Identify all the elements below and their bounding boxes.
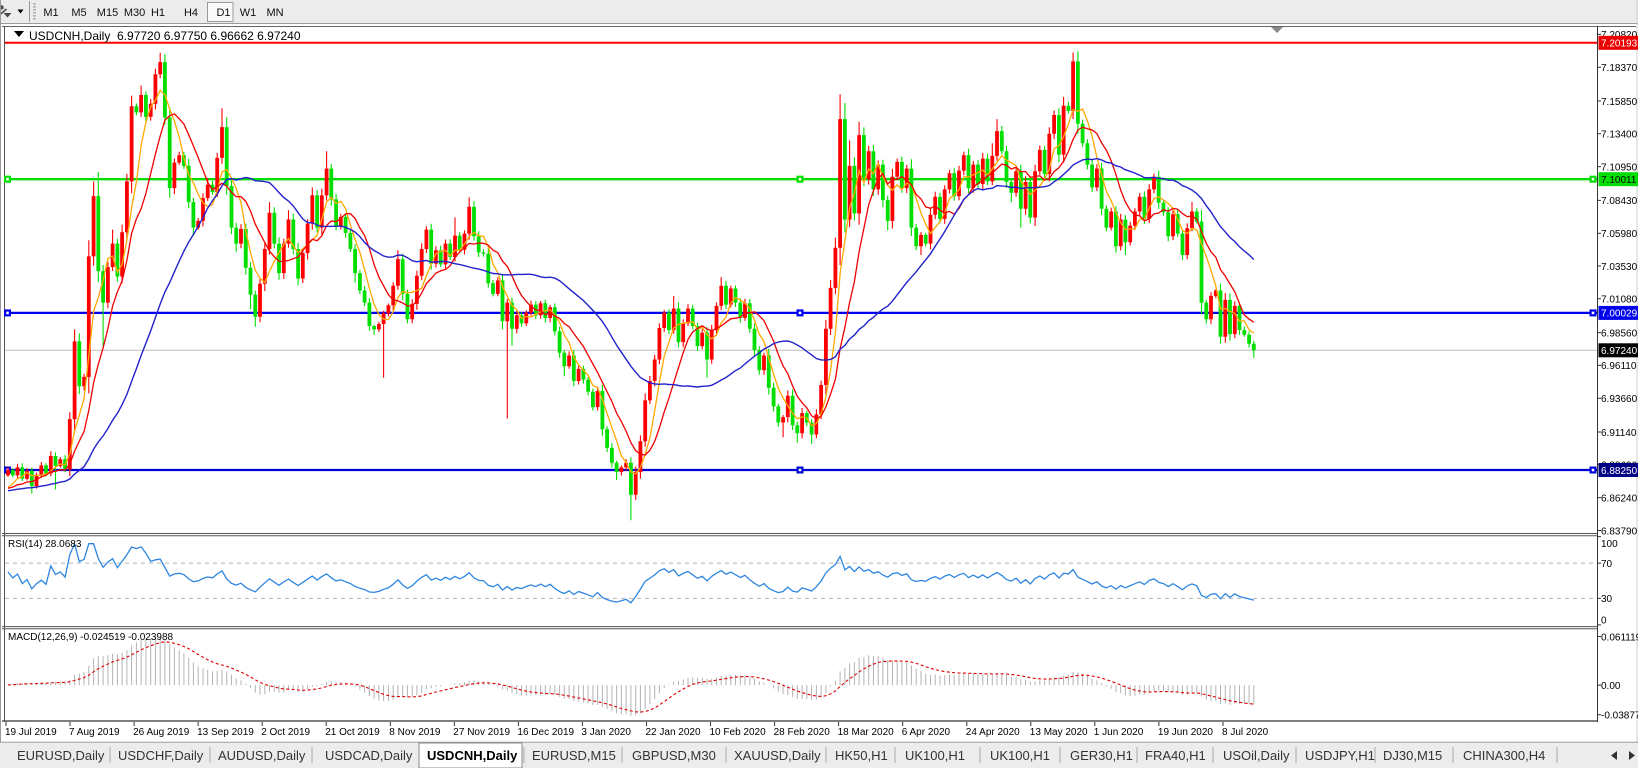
svg-text:MN: MN [266, 7, 283, 19]
svg-text:7.15850: 7.15850 [1601, 97, 1638, 108]
svg-text:6.97240: 6.97240 [1601, 346, 1638, 357]
svg-text:EURUSD,M15: EURUSD,M15 [532, 748, 616, 763]
svg-text:24 Apr 2020: 24 Apr 2020 [966, 727, 1020, 738]
svg-text:6.91140: 6.91140 [1601, 428, 1637, 439]
svg-text:7.08430: 7.08430 [1601, 196, 1638, 207]
svg-text:28 Feb 2020: 28 Feb 2020 [774, 727, 831, 738]
svg-text:0.061119: 0.061119 [1601, 632, 1638, 643]
svg-text:7.10011: 7.10011 [1601, 175, 1637, 186]
svg-text:13 Sep 2019: 13 Sep 2019 [197, 727, 254, 738]
svg-text:RSI(14) 28.0683: RSI(14) 28.0683 [8, 539, 82, 550]
svg-text:FRA40,H1: FRA40,H1 [1145, 748, 1206, 763]
svg-text:22 Jan 2020: 22 Jan 2020 [646, 727, 701, 738]
svg-text:30: 30 [1601, 594, 1613, 605]
svg-text:3 Jan 2020: 3 Jan 2020 [581, 727, 631, 738]
svg-text:AUDUSD,Daily: AUDUSD,Daily [218, 748, 306, 763]
svg-text:16 Dec 2019: 16 Dec 2019 [517, 727, 574, 738]
svg-text:70: 70 [1601, 559, 1613, 570]
svg-text:10 Feb 2020: 10 Feb 2020 [710, 727, 767, 738]
svg-text:13 May 2020: 13 May 2020 [1030, 727, 1088, 738]
svg-text:7.05980: 7.05980 [1601, 229, 1638, 240]
svg-text:USDCHF,Daily: USDCHF,Daily [118, 748, 204, 763]
svg-text:M5: M5 [71, 7, 86, 19]
svg-text:USDCNH,Daily: USDCNH,Daily [427, 748, 518, 763]
svg-text:6.88250: 6.88250 [1601, 466, 1638, 477]
svg-text:0.00: 0.00 [1601, 681, 1621, 692]
svg-text:EURUSD,Daily: EURUSD,Daily [17, 748, 105, 763]
svg-text:6.86240: 6.86240 [1601, 493, 1638, 504]
svg-text:27 Nov 2019: 27 Nov 2019 [453, 727, 510, 738]
svg-text:7.10950: 7.10950 [1601, 162, 1638, 173]
svg-text:W1: W1 [240, 7, 257, 19]
svg-text:UK100,H1: UK100,H1 [905, 748, 965, 763]
svg-text:6.96110: 6.96110 [1601, 361, 1637, 372]
svg-text:7.03530: 7.03530 [1601, 262, 1638, 273]
svg-text:7.01080: 7.01080 [1601, 295, 1638, 306]
svg-text:XAUUSD,Daily: XAUUSD,Daily [734, 748, 821, 763]
svg-text:GBPUSD,M30: GBPUSD,M30 [632, 748, 716, 763]
svg-text:2 Oct 2019: 2 Oct 2019 [261, 727, 310, 738]
svg-text:USDCAD,Daily: USDCAD,Daily [325, 748, 413, 763]
svg-text:H4: H4 [184, 7, 198, 19]
svg-text:19 Jun 2020: 19 Jun 2020 [1158, 727, 1213, 738]
svg-text:M30: M30 [124, 7, 145, 19]
svg-text:6.98560: 6.98560 [1601, 328, 1638, 339]
svg-text:0: 0 [1601, 615, 1607, 626]
svg-text:DJ30,M15: DJ30,M15 [1383, 748, 1442, 763]
svg-text:UK100,H1: UK100,H1 [990, 748, 1050, 763]
svg-text:H1: H1 [151, 7, 165, 19]
svg-text:7.13400: 7.13400 [1601, 130, 1638, 141]
svg-text:6.83790: 6.83790 [1601, 526, 1638, 537]
svg-text:6.93660: 6.93660 [1601, 394, 1638, 405]
svg-text:M15: M15 [97, 7, 118, 19]
svg-text:6 Apr 2020: 6 Apr 2020 [902, 727, 951, 738]
svg-text:-0.03877: -0.03877 [1601, 711, 1638, 722]
svg-text:GER30,H1: GER30,H1 [1070, 748, 1133, 763]
svg-text:CHINA300,H4: CHINA300,H4 [1463, 748, 1545, 763]
svg-text:100: 100 [1601, 539, 1618, 550]
svg-text:7.20820: 7.20820 [1601, 30, 1638, 41]
svg-text:18 Mar 2020: 18 Mar 2020 [838, 727, 895, 738]
svg-text:7.18370: 7.18370 [1601, 63, 1638, 74]
svg-text:MACD(12,26,9) -0.024519 -0.023: MACD(12,26,9) -0.024519 -0.023988 [8, 632, 174, 643]
svg-text:7 Aug 2019: 7 Aug 2019 [69, 727, 120, 738]
svg-text:19 Jul 2019: 19 Jul 2019 [5, 727, 57, 738]
svg-text:D1: D1 [216, 7, 230, 19]
svg-text:USDJPY,H1: USDJPY,H1 [1305, 748, 1375, 763]
svg-text:8 Jul 2020: 8 Jul 2020 [1222, 727, 1269, 738]
svg-text:USOil,Daily: USOil,Daily [1223, 748, 1290, 763]
svg-text:1 Jun 2020: 1 Jun 2020 [1094, 727, 1144, 738]
svg-text:USDCNH,Daily 6.97720 6.97750: USDCNH,Daily 6.97720 6.97750 6.96662 6.9… [29, 29, 301, 43]
svg-text:8 Nov 2019: 8 Nov 2019 [389, 727, 441, 738]
svg-text:HK50,H1: HK50,H1 [835, 748, 888, 763]
svg-text:M1: M1 [43, 7, 58, 19]
svg-text:7.20193: 7.20193 [1601, 39, 1638, 50]
svg-text:21 Oct 2019: 21 Oct 2019 [325, 727, 380, 738]
svg-text:26 Aug 2019: 26 Aug 2019 [133, 727, 190, 738]
svg-text:7.00029: 7.00029 [1601, 309, 1638, 320]
